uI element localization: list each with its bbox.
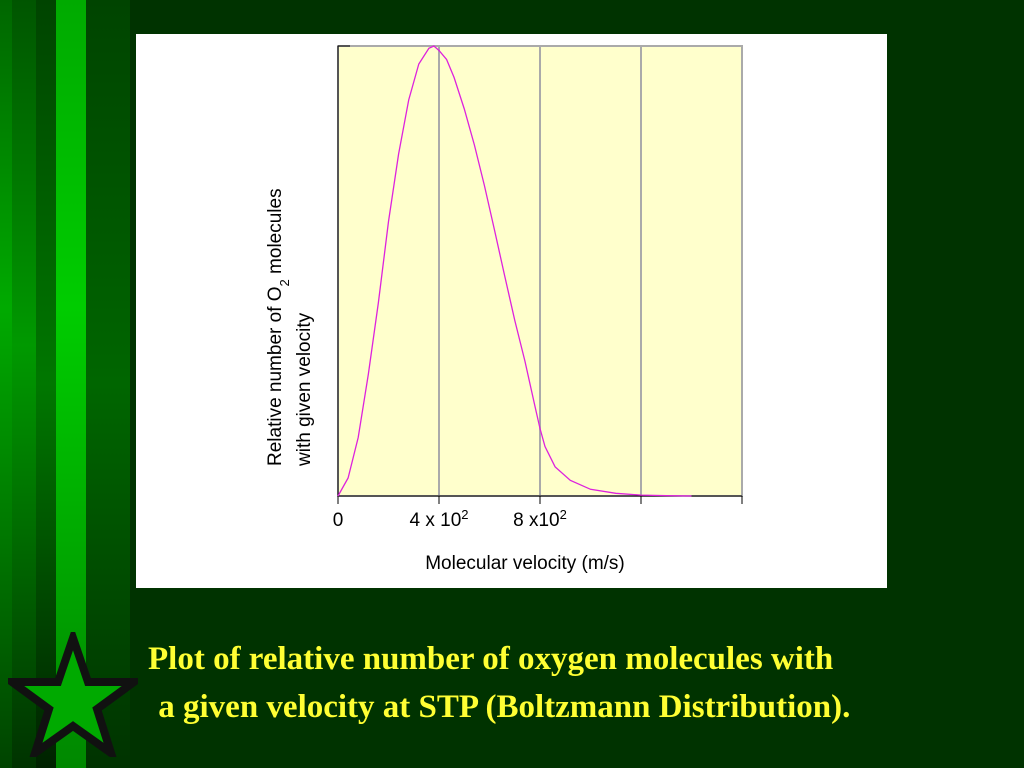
chart-svg: 0 4 x 102 8 x102 Relative number of O2 mol… xyxy=(265,45,743,574)
x-tick-label: 0 xyxy=(333,510,344,531)
y-axis-label-line-2: with given velocity xyxy=(294,312,315,467)
chart-panel: 0 4 x 102 8 x102 Relative number of O2 mol… xyxy=(136,34,887,588)
decorative-stripe xyxy=(12,0,36,768)
grid-lines xyxy=(438,46,642,496)
x-tick-label: 4 x 102 xyxy=(410,507,469,532)
star-icon xyxy=(8,632,138,757)
x-ticks: 0 4 x 102 8 x102 xyxy=(333,496,743,532)
caption-line: Plot of relative number of oxygen molecu… xyxy=(148,641,834,677)
series-layer xyxy=(337,45,692,497)
series-line xyxy=(337,45,692,497)
x-axis-label: Molecular velocity (m/s) xyxy=(425,553,625,574)
caption-line: a given velocity at STP (Boltzmann Distr… xyxy=(150,689,851,725)
decorative-stripe xyxy=(0,0,12,768)
decorative-stripe xyxy=(36,0,56,768)
x-tick-label: 8 x102 xyxy=(513,507,567,532)
decorative-stripe xyxy=(86,0,130,768)
y-axis-label-line-1: Relative number of O2 molecules xyxy=(265,188,292,466)
